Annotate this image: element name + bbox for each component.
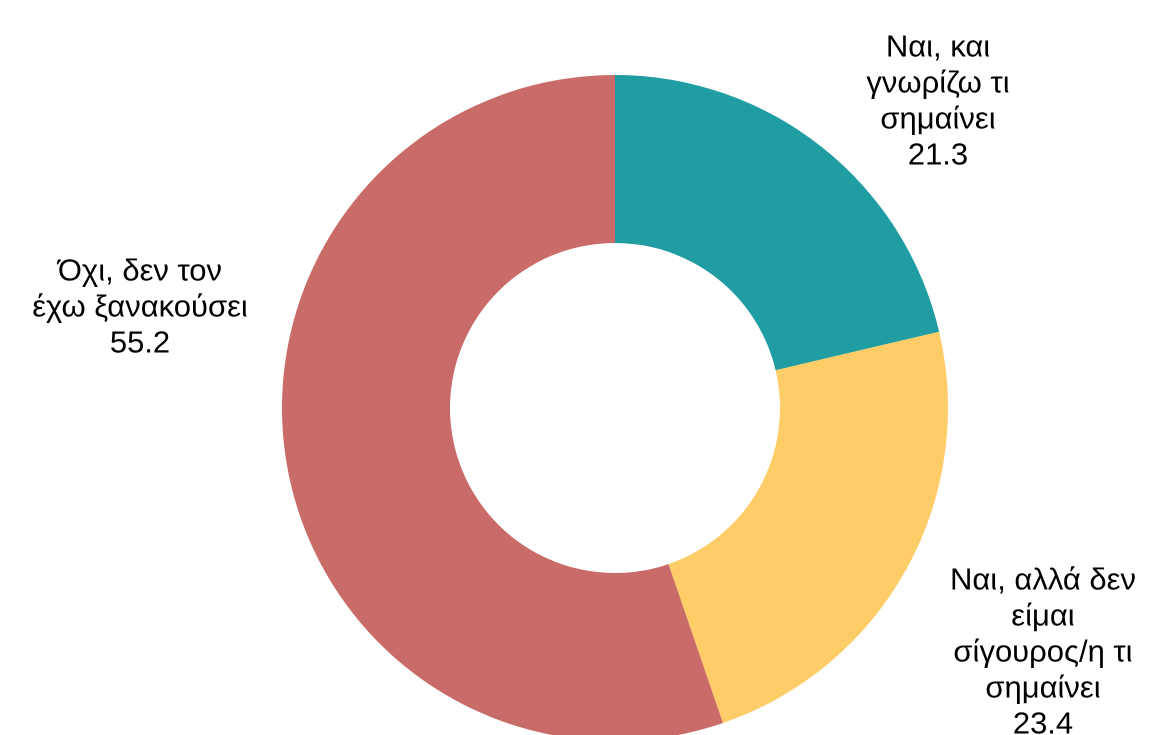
donut-slices	[282, 75, 949, 735]
donut-slice-2	[668, 331, 949, 724]
slice-label-3: Όχι, δεν τον έχω ξανακούσει 55.2	[32, 252, 248, 359]
slice-label-1: Ναι, και γνωρίζω τι σημαίνει 21.3	[866, 28, 1009, 171]
slice-label-2: Ναι, αλλά δεν είμαι σίγουρος/η τι σημαίνει 2…	[950, 561, 1136, 735]
slice-category-label: σίγουρος/η τι	[953, 633, 1132, 668]
slice-category-label: είμαι	[1011, 597, 1074, 632]
donut-slice-1	[615, 75, 940, 371]
slice-category-label: έχω ξανακούσει	[32, 288, 248, 323]
slice-category-label: σημαίνει	[985, 669, 1100, 704]
slice-category-label: Ναι, και	[886, 28, 990, 63]
donut-slice-3	[282, 75, 723, 735]
slice-category-label: γνωρίζω τι	[866, 64, 1009, 99]
slice-category-label: Ναι, αλλά δεν	[950, 561, 1136, 596]
slice-category-label: σημαίνει	[880, 100, 995, 135]
slice-value-label: 21.3	[908, 136, 968, 171]
slice-value-label: 23.4	[1013, 705, 1073, 735]
slice-value-label: 55.2	[110, 324, 170, 359]
slice-category-label: Όχι, δεν τον	[56, 252, 222, 287]
